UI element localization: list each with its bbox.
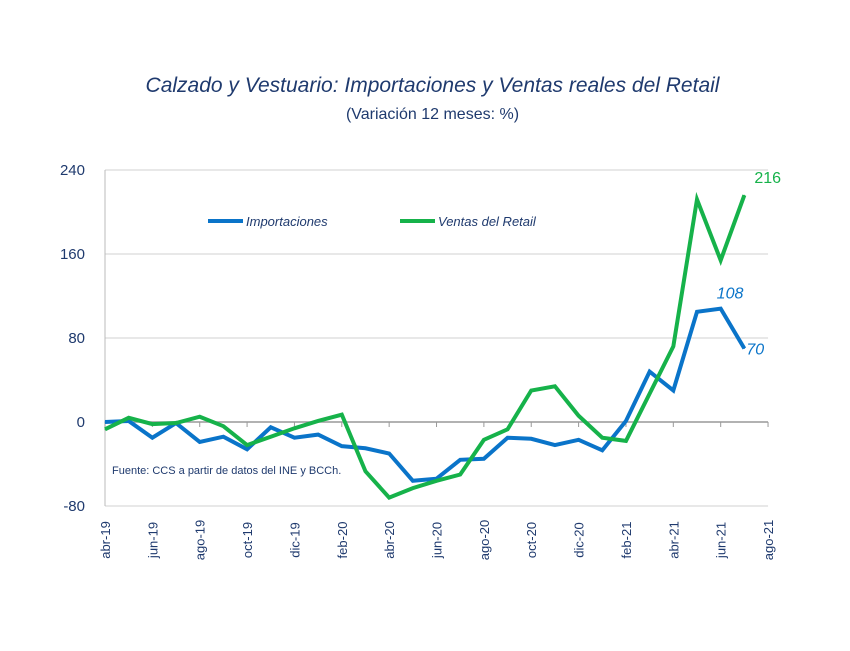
legend-label: Importaciones <box>246 214 328 229</box>
data-point <box>720 259 722 261</box>
data-point <box>578 439 580 441</box>
data-point <box>436 480 438 482</box>
data-point <box>151 437 153 439</box>
data-point <box>293 437 295 439</box>
data-point <box>128 417 130 419</box>
data-point <box>672 345 674 347</box>
series-line-ventas-retail <box>104 191 747 500</box>
x-tick-label: feb-21 <box>619 522 634 559</box>
data-point <box>151 423 153 425</box>
data-label: 216 <box>754 170 781 187</box>
y-tick-label: 240 <box>60 162 85 179</box>
legend-label: Ventas del Retail <box>438 214 537 229</box>
data-point <box>649 371 651 373</box>
data-point <box>293 427 295 429</box>
data-point <box>459 474 461 475</box>
x-tick-label: abr-21 <box>666 521 681 559</box>
x-tick-label: jun-21 <box>714 522 729 559</box>
data-point <box>601 449 603 451</box>
x-tick-label: dic-19 <box>287 522 302 557</box>
data-point <box>341 414 343 416</box>
data-point <box>104 421 106 423</box>
data-point <box>530 390 532 391</box>
chart-title: Calzado y Vestuario: Importaciones y Ven… <box>145 74 720 97</box>
data-point <box>720 308 722 310</box>
data-point <box>199 416 201 418</box>
data-point <box>554 385 556 387</box>
source-note: Fuente: CCS a partir de datos del INE y … <box>112 465 341 477</box>
x-tick-label: abr-19 <box>98 521 113 559</box>
data-point <box>317 420 319 422</box>
data-point <box>104 428 106 430</box>
data-point <box>222 436 224 438</box>
data-point <box>341 445 343 447</box>
data-point <box>601 437 603 439</box>
x-tick-label: jun-19 <box>145 522 160 559</box>
data-point <box>175 422 177 424</box>
data-point <box>128 420 130 422</box>
data-point <box>625 440 627 442</box>
data-point <box>530 438 532 440</box>
data-point <box>507 428 509 430</box>
data-point <box>554 444 556 446</box>
data-point <box>649 393 651 395</box>
data-point <box>199 441 201 443</box>
data-point <box>222 425 224 427</box>
data-point <box>696 198 698 200</box>
data-point <box>672 390 674 391</box>
data-point <box>743 348 745 349</box>
data-point <box>412 480 414 482</box>
data-point <box>364 447 366 449</box>
x-tick-label: abr-20 <box>382 521 397 559</box>
x-tick-label: ago-21 <box>761 520 776 560</box>
data-point <box>246 448 248 450</box>
x-tick-label: oct-19 <box>240 522 255 558</box>
data-point <box>625 420 627 422</box>
x-tick-label: ago-20 <box>477 520 492 560</box>
data-point <box>459 459 461 461</box>
data-point <box>483 439 485 441</box>
x-tick-label: ago-19 <box>193 520 208 560</box>
y-tick-label: -80 <box>63 498 85 515</box>
data-label: 108 <box>717 286 744 303</box>
x-tick-label: jun-20 <box>430 522 445 559</box>
data-label: 70 <box>746 342 764 359</box>
x-tick-label: feb-20 <box>335 522 350 559</box>
y-tick-label: 160 <box>60 246 85 263</box>
y-tick-label: 80 <box>68 330 85 347</box>
data-point <box>412 487 414 489</box>
data-point <box>270 426 272 428</box>
data-point <box>743 194 745 196</box>
series-line-importaciones <box>104 306 747 483</box>
x-tick-label: dic-20 <box>572 522 587 557</box>
y-tick-label: 0 <box>77 414 85 431</box>
x-tick-label: oct-20 <box>524 522 539 558</box>
data-point <box>696 311 698 313</box>
data-point <box>578 415 580 417</box>
data-point <box>507 437 509 439</box>
data-point <box>388 453 390 454</box>
data-point <box>270 436 272 438</box>
data-point <box>317 434 319 436</box>
data-point <box>483 458 485 460</box>
data-point <box>388 497 390 499</box>
data-point <box>364 470 366 472</box>
data-point <box>246 444 248 446</box>
chart-subtitle: (Variación 12 meses: %) <box>345 106 520 123</box>
